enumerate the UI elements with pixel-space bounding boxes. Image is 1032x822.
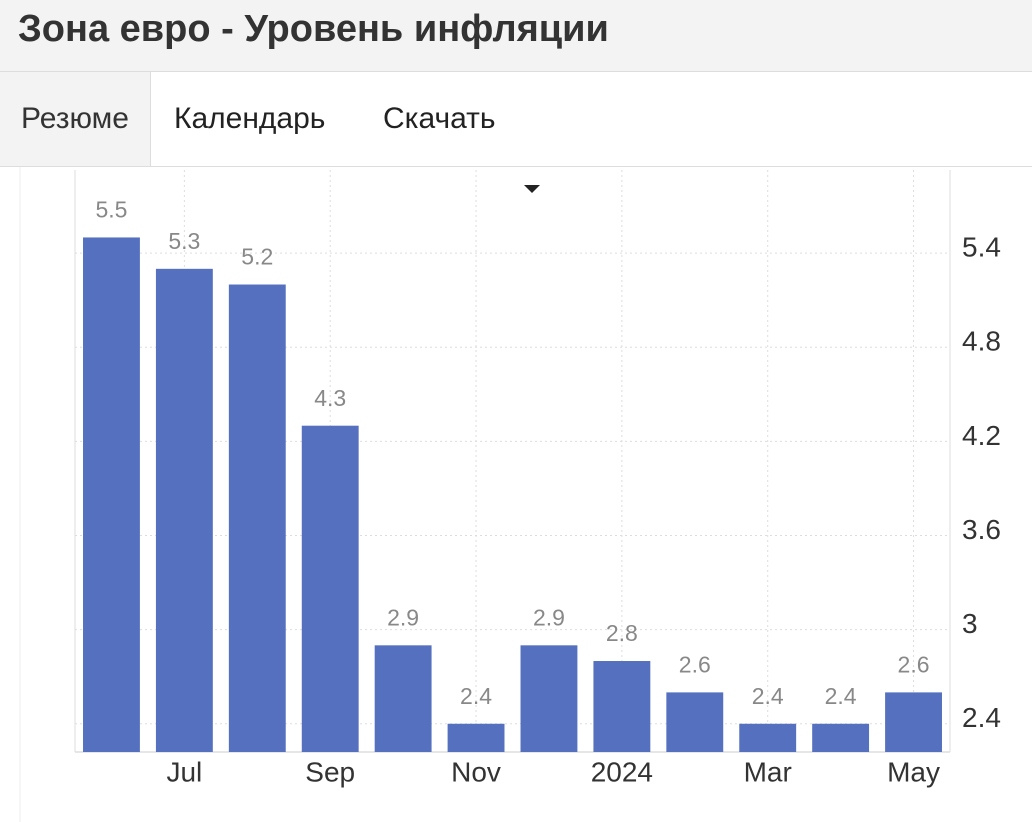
bar — [666, 692, 724, 752]
header: Зона евро - Уровень инфляции — [0, 0, 1032, 72]
tab[interactable]: Календарь — [174, 102, 326, 135]
data-label: 2.9 — [387, 604, 419, 630]
tab[interactable]: Скачать — [383, 102, 496, 135]
x-tick-label: Mar — [744, 756, 792, 787]
x-tick-label: Jul — [166, 756, 202, 787]
bar — [812, 723, 870, 752]
chart: 2.4 3 3.6 4.2 4.8 5.4 5.5 Jul 5.3 5.2 Sep 4.3 2.9 Nov… — [19, 167, 1001, 822]
bar — [739, 723, 797, 752]
data-label: 2.9 — [533, 604, 565, 630]
bar — [520, 645, 578, 752]
bar — [155, 268, 213, 752]
y-tick-label: 2.4 — [962, 702, 1001, 733]
bar — [228, 284, 286, 752]
y-tick-label: 4.8 — [962, 326, 1001, 357]
y-tick-label: 3.6 — [962, 514, 1001, 545]
data-label: 2.4 — [460, 683, 492, 709]
y-tick-label: 5.4 — [962, 232, 1001, 263]
bar — [83, 237, 140, 752]
dropdown-caret[interactable] — [524, 185, 540, 193]
data-label: 2.6 — [898, 651, 930, 677]
tab[interactable]: Резюме — [0, 72, 151, 166]
bar — [885, 692, 942, 752]
data-label: 2.6 — [679, 651, 711, 677]
y-tick-label: 4.2 — [962, 420, 1001, 451]
x-tick-label: Sep — [305, 756, 355, 787]
data-label: 5.2 — [241, 244, 273, 270]
tab-bar: Резюме Календарь Скачать — [0, 72, 1032, 193]
bar — [374, 645, 432, 752]
x-tick-label: May — [887, 756, 940, 787]
x-tick-label: Nov — [451, 756, 501, 787]
bar — [593, 661, 651, 752]
data-label: 2.4 — [752, 683, 784, 709]
data-label: 2.4 — [825, 683, 857, 709]
x-tick-label: 2024 — [591, 756, 653, 787]
data-label: 2.8 — [606, 620, 638, 646]
y-tick-label: 3 — [962, 608, 978, 639]
data-label: 5.5 — [95, 197, 127, 223]
bar — [301, 425, 359, 752]
page-title: Зона евро - Уровень инфляции — [18, 8, 609, 50]
data-label: 4.3 — [314, 385, 346, 411]
bar — [447, 723, 505, 752]
data-label: 5.3 — [168, 228, 200, 254]
